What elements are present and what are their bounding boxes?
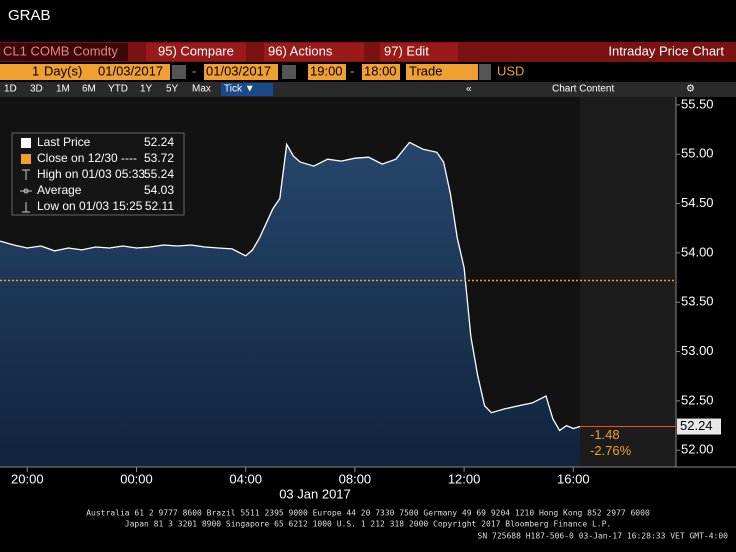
- end-date-field[interactable]: [204, 64, 278, 80]
- x-tick-label: 16:00: [557, 471, 590, 486]
- period-field[interactable]: [0, 64, 96, 80]
- end-time[interactable]: 18:00: [364, 63, 397, 78]
- legend-icon: [22, 169, 30, 180]
- legend-label: Last Price: [37, 135, 91, 149]
- legend-value: 55.24: [144, 167, 174, 181]
- legend-icon: [22, 202, 30, 213]
- tab[interactable]: Tick ▼: [224, 84, 255, 95]
- tab[interactable]: 1M: [56, 84, 70, 95]
- date-label: 03 Jan 2017: [279, 486, 351, 501]
- legend-label: Average: [37, 183, 82, 197]
- y-tick-label: 52.00: [681, 442, 714, 457]
- tab-bar: [0, 82, 736, 97]
- ticker-box[interactable]: [0, 43, 128, 61]
- change-label: -1.48: [590, 427, 620, 442]
- legend-icon: [20, 188, 32, 194]
- x-tick-label: 08:00: [339, 471, 372, 486]
- chart-content-button[interactable]: Chart Content: [552, 84, 614, 95]
- window-title: GRAB: [8, 7, 51, 24]
- last-price-label: 52.24: [680, 418, 713, 433]
- start-date[interactable]: 01/03/2017: [98, 63, 163, 78]
- start-time-field[interactable]: [308, 64, 346, 80]
- legend-value: 52.11: [145, 199, 174, 213]
- price-area: [0, 142, 581, 467]
- actions-button[interactable]: [264, 43, 364, 61]
- legend-box: [11, 132, 185, 216]
- field-dropdown[interactable]: [479, 64, 491, 80]
- calendar-icon[interactable]: [172, 65, 186, 79]
- edit-button[interactable]: [380, 43, 458, 61]
- start-date-field[interactable]: [96, 64, 170, 80]
- legend-value: 54.03: [144, 183, 174, 197]
- price-line: [0, 141, 581, 432]
- settings-button[interactable]: ⚙: [686, 84, 695, 95]
- y-tick-label: 52.50: [681, 392, 714, 407]
- x-tick-label: 20:00: [11, 471, 44, 486]
- y-tick-label: 55.50: [681, 96, 714, 111]
- y-tick-label: 54.00: [681, 244, 714, 259]
- actions-button-label[interactable]: 96) Actions: [268, 43, 333, 58]
- after-hours-area: [580, 97, 676, 467]
- legend-label: Low on 01/03 15:25: [37, 199, 143, 213]
- legend-value: 53.72: [144, 151, 174, 165]
- tab-active[interactable]: [221, 83, 273, 96]
- period-unit[interactable]: Day(s): [44, 63, 82, 78]
- y-tick-label: 54.50: [681, 195, 714, 210]
- legend-label: High on 01/03 05:33: [37, 167, 145, 181]
- tab[interactable]: 5Y: [166, 84, 179, 95]
- period-count[interactable]: 1: [32, 63, 39, 78]
- tab[interactable]: 6M: [82, 84, 96, 95]
- currency: USD: [497, 63, 524, 78]
- y-tick-label: 53.50: [681, 294, 714, 309]
- calendar-icon[interactable]: [282, 65, 296, 79]
- change-pct-label: -2.76%: [590, 443, 632, 458]
- start-time[interactable]: 19:00: [310, 63, 343, 78]
- time-separator: -: [350, 63, 354, 78]
- y-tick-label: 53.00: [681, 343, 714, 358]
- footer-line: Australia 61 2 9777 8600 Brazil 5511 239…: [86, 509, 650, 518]
- x-tick-label: 04:00: [229, 471, 262, 486]
- legend-icon: [21, 154, 31, 164]
- field[interactable]: Trade: [409, 63, 442, 78]
- date-separator: -: [192, 63, 196, 78]
- edit-button-label[interactable]: 97) Edit: [384, 43, 429, 58]
- tab[interactable]: 1D: [4, 84, 17, 95]
- chart-name: Intraday Price Chart: [608, 43, 724, 58]
- x-tick-label: 12:00: [448, 471, 481, 486]
- last-price-tag: [677, 418, 721, 435]
- y-tick-label: 55.00: [681, 146, 714, 161]
- legend-icon: [21, 138, 31, 148]
- field-select[interactable]: [406, 64, 478, 80]
- footer-line: Japan 81 3 3201 8900 Singapore 65 6212 1…: [125, 520, 611, 529]
- ticker[interactable]: CL1 COMB Comdty: [3, 43, 118, 58]
- legend-label: Close on 12/30 ----: [37, 151, 137, 165]
- tab[interactable]: Max: [192, 84, 211, 95]
- tab[interactable]: 3D: [30, 84, 43, 95]
- compare-button-label[interactable]: 95) Compare: [158, 43, 234, 58]
- tab[interactable]: YTD: [108, 84, 128, 95]
- end-date[interactable]: 01/03/2017: [206, 63, 271, 78]
- end-time-field[interactable]: [362, 64, 400, 80]
- tab[interactable]: 1Y: [140, 84, 153, 95]
- x-tick-label: 00:00: [120, 471, 153, 486]
- collapse-button[interactable]: «: [466, 84, 472, 95]
- footer-line: SN 725688 H187-506-0 03-Jan-17 16:28:33 …: [478, 532, 729, 541]
- compare-button[interactable]: [146, 43, 246, 61]
- legend-value: 52.24: [144, 135, 174, 149]
